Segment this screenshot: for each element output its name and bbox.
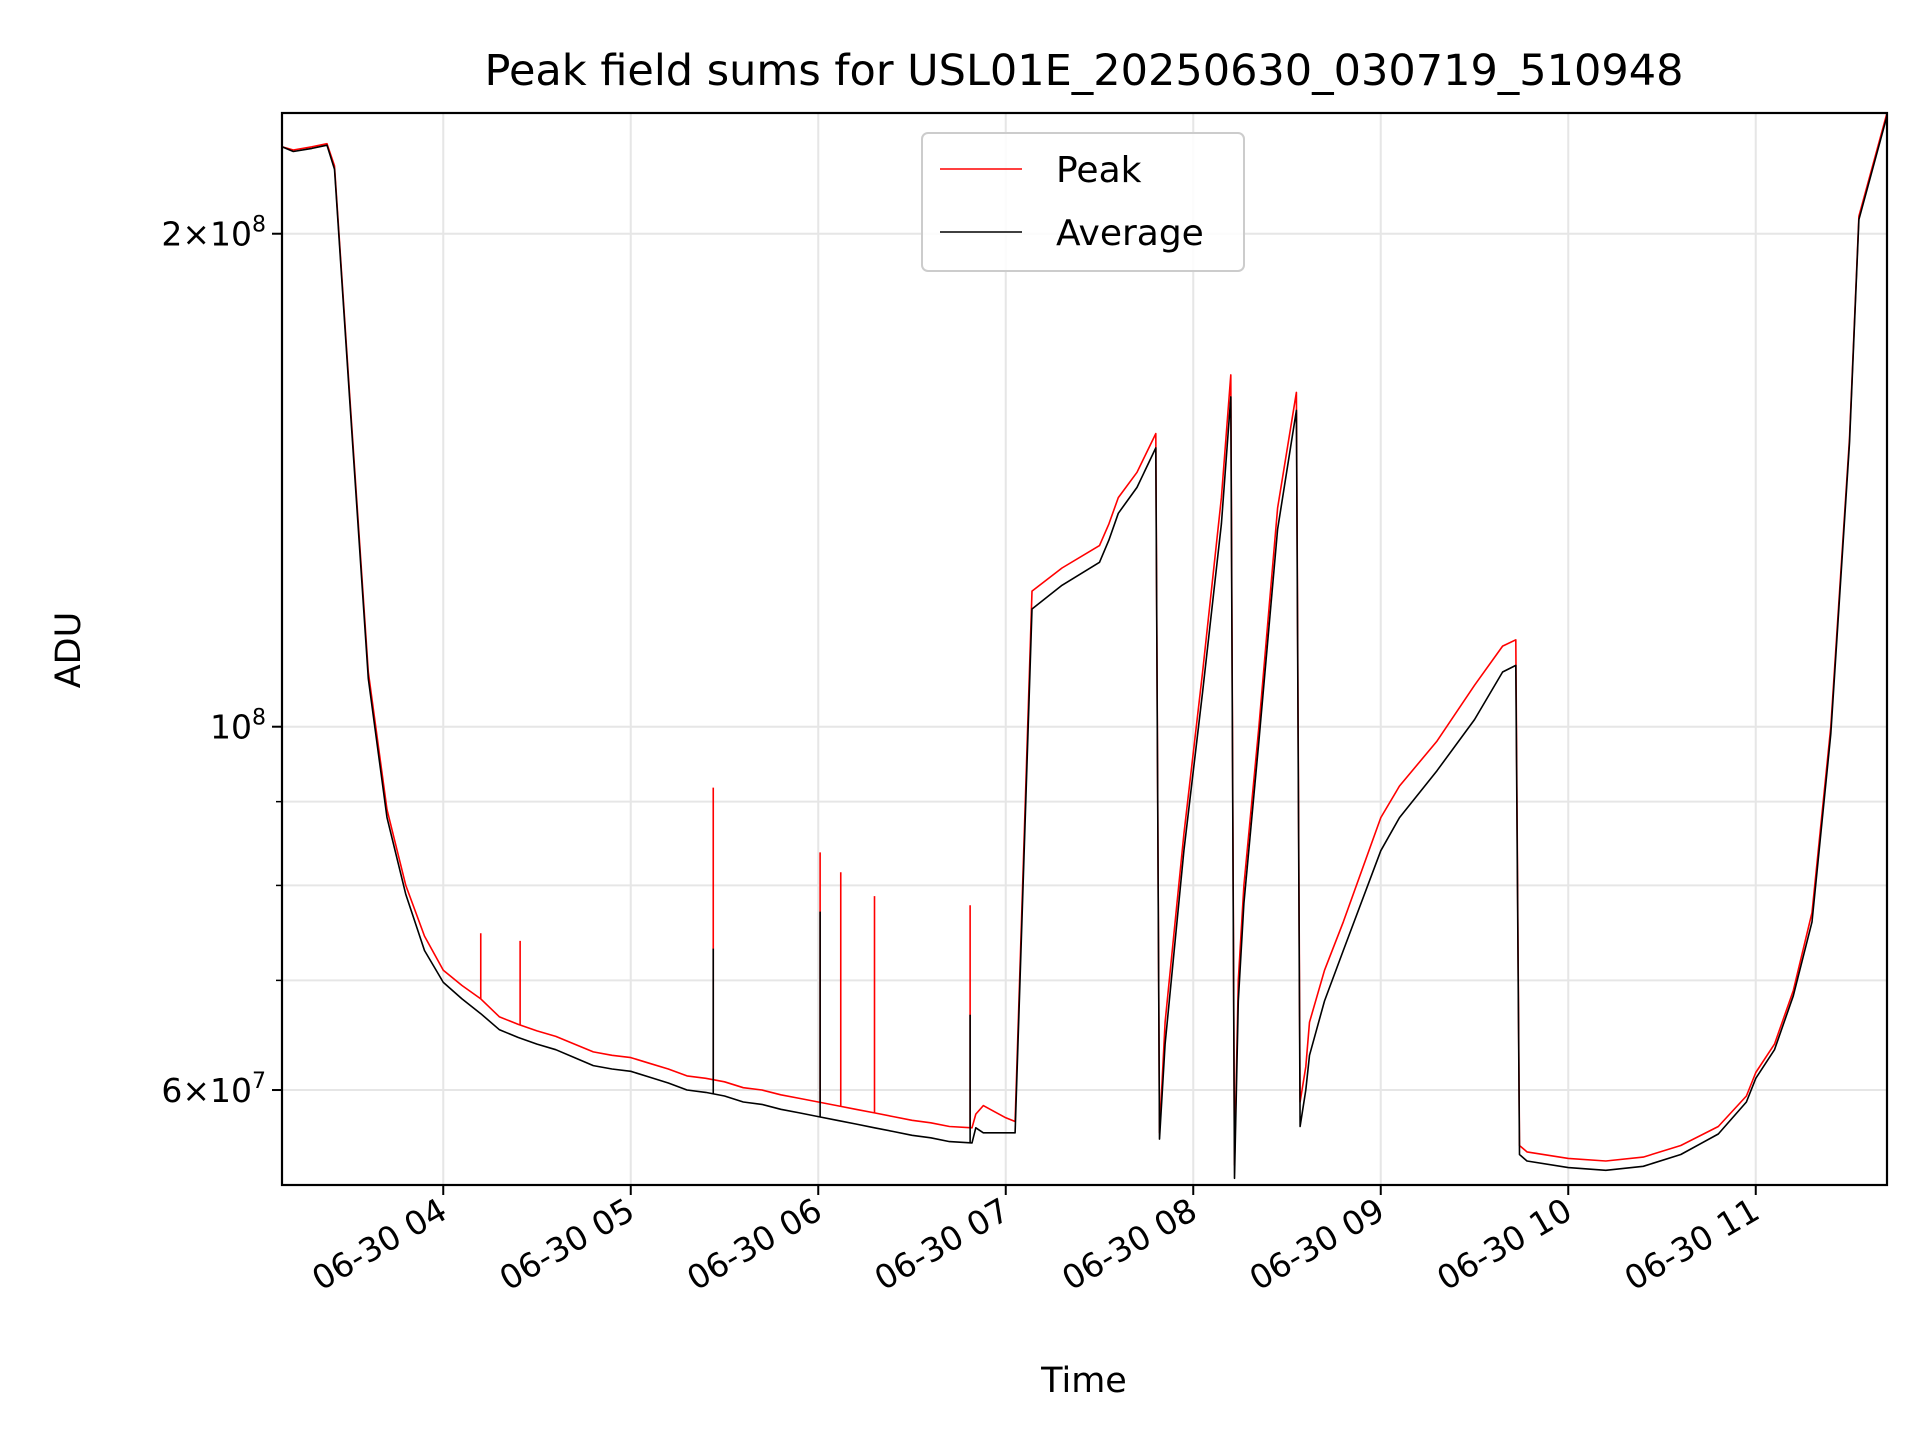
chart-title: Peak field sums for USL01E_20250630_0307… <box>485 46 1684 96</box>
y-tick-label: 108 <box>210 706 266 747</box>
legend-label-peak: Peak <box>1056 150 1142 191</box>
legend-label-average: Average <box>1056 213 1204 254</box>
plot-frame <box>280 111 1889 1187</box>
legend: Peak Average <box>921 132 1245 272</box>
legend-box <box>921 132 1245 272</box>
y-tick-label: 6×107 <box>161 1069 266 1110</box>
y-axis: 6×107 108 2×108 <box>161 213 282 1110</box>
y-axis-label: ADU <box>49 612 89 689</box>
y-tick-label: 2×108 <box>161 213 266 254</box>
x-axis-label: Time <box>1040 1361 1127 1401</box>
series-line-average <box>281 115 1888 1180</box>
series-layer <box>281 112 1888 1180</box>
series-line-peak <box>281 112 1888 1166</box>
